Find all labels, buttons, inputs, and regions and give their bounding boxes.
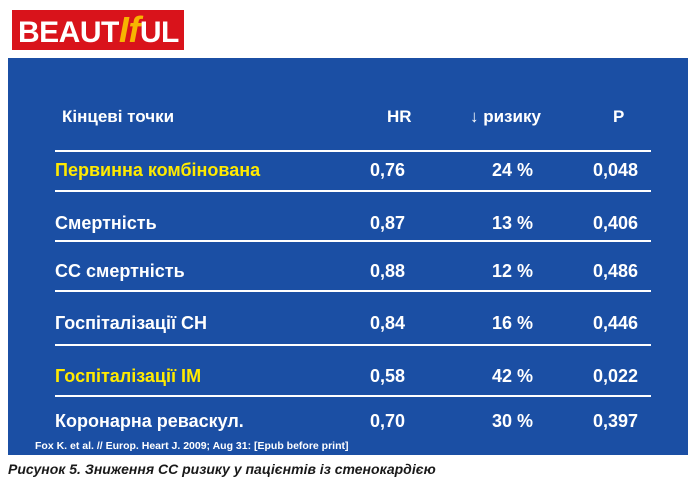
source-note: Fox K. et al. // Europ. Heart J. 2009; A… [35,440,349,452]
row-rule [55,150,651,152]
column-header: HR [387,107,412,126]
cell-value: 16 % [492,313,534,333]
cell-value: 0,58 [370,366,406,386]
row-label: Коронарна реваскул. [55,411,244,431]
row-label: Смертність [55,213,157,233]
row-rule [55,344,651,346]
logo: BEAUTIfUL [12,10,184,50]
cell-value: 30 % [492,411,534,431]
caption: Рисунок 5. Зниження СС ризику у пацієнті… [8,461,436,477]
row-label: Госпіталізації СН [55,313,208,333]
cell-value: 0,76 [370,160,406,180]
cell-value: 24 % [492,160,534,180]
row-rule [55,240,651,242]
row-label: СС смертність [55,261,185,281]
row-rule [55,290,651,292]
row-rule [55,395,651,397]
logo-text: UL [139,16,180,49]
cell-value: 0,70 [370,411,406,431]
logo-text: If [118,9,141,50]
slide-panel [8,58,688,455]
column-header: Кінцеві точки [62,107,175,126]
logo-text: BEAUT [18,16,119,49]
column-header: ↓ ризику [470,107,541,126]
row-label: Госпіталізації ІМ [55,366,202,386]
cell-value: 0,406 [593,213,639,233]
column-header: P [613,107,625,126]
cell-value: 0,397 [593,411,639,431]
cell-value: 0,446 [593,313,639,333]
cell-value: 0,84 [370,313,406,333]
row-label: Первинна комбінована [55,160,261,180]
cell-value: 0,88 [370,261,406,281]
cell-value: 0,048 [593,160,639,180]
cell-value: 0,486 [593,261,639,281]
cell-value: 12 % [492,261,534,281]
row-rule [55,190,651,192]
cell-value: 42 % [492,366,534,386]
cell-value: 0,87 [370,213,406,233]
cell-value: 0,022 [593,366,639,386]
cell-value: 13 % [492,213,534,233]
